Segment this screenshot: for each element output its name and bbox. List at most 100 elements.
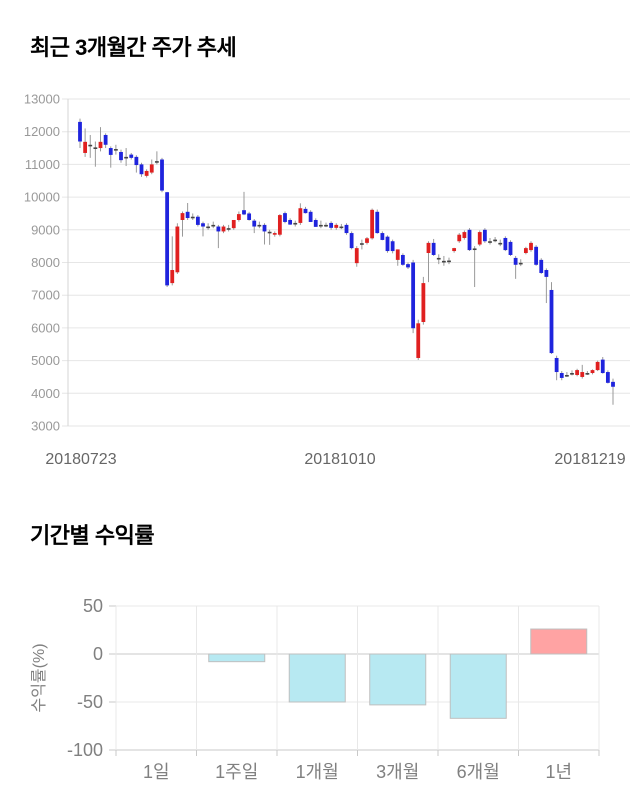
candle-body — [190, 216, 195, 219]
candle-body — [385, 236, 390, 252]
candle-body — [518, 262, 523, 265]
candle-body — [293, 222, 298, 225]
candle-body — [580, 372, 585, 377]
candle-body — [549, 289, 554, 354]
candle-body — [554, 357, 559, 373]
candle-body — [262, 224, 267, 232]
price-x-date-label: 20181219 — [554, 451, 625, 468]
returns-bar — [449, 653, 507, 719]
candle-body — [380, 233, 385, 240]
period-returns-bar-chart: 50 0 -50 -100 수익률(%) 1일 1주일 1개월 3개월 6개월 1년 — [30, 596, 600, 782]
candle-body — [272, 233, 277, 235]
candle-body — [277, 215, 282, 235]
returns-category-label: 1주일 — [215, 762, 258, 782]
price-y-tick-label: 4000 — [31, 386, 60, 401]
candle-body — [211, 224, 216, 227]
candle-body — [170, 270, 175, 284]
candle-body — [498, 242, 503, 245]
candle-body — [298, 208, 303, 223]
candle-body — [231, 219, 236, 229]
candle-body — [339, 226, 344, 229]
candle-body — [318, 224, 323, 227]
candle-body — [416, 323, 421, 358]
candle-body — [431, 242, 436, 255]
candle-body — [488, 241, 492, 243]
candle-body — [467, 229, 472, 251]
price-x-date-label: 20180723 — [45, 451, 116, 468]
candle-body — [575, 370, 580, 375]
candle-body — [482, 229, 487, 242]
candle-body — [359, 243, 364, 245]
candle-body — [160, 159, 164, 191]
candle-body — [354, 248, 359, 264]
candle-body — [406, 264, 410, 268]
candle-body — [493, 239, 498, 242]
price-y-tick-label: 9000 — [31, 222, 60, 237]
candle-body — [411, 262, 416, 329]
candle-body — [426, 242, 431, 254]
price-candlestick-chart: 13000 12000 11000 10000 9000 8000 7000 6000 5000… — [24, 92, 630, 468]
candle-body — [119, 151, 123, 161]
returns-y-tick-label: -100 — [67, 740, 103, 760]
returns-category-label: 6개월 — [457, 762, 500, 782]
price-y-tick-label: 11000 — [25, 157, 60, 172]
price-y-tick-label: 3000 — [31, 419, 60, 434]
candle-body — [523, 248, 528, 254]
returns-y-tick-label: 50 — [83, 596, 103, 616]
returns-y-tick-label: -50 — [77, 692, 103, 712]
candle-body — [149, 164, 154, 173]
candle-body — [236, 214, 241, 220]
candle-body — [441, 260, 446, 263]
candle-body — [113, 149, 118, 151]
candle-body — [400, 254, 405, 265]
candle-body — [472, 248, 477, 251]
candle-body — [590, 370, 595, 374]
candle-body — [508, 241, 513, 255]
candle-body — [83, 141, 88, 153]
candle-body — [600, 359, 605, 374]
candle-body — [365, 238, 369, 243]
candle-body — [324, 224, 328, 227]
returns-bar — [530, 628, 588, 655]
candle-body — [165, 192, 170, 286]
price-y-tick-label: 6000 — [31, 320, 60, 335]
price-y-tick-label: 13000 — [24, 92, 60, 107]
returns-bar — [208, 653, 266, 663]
candle-body — [534, 246, 539, 265]
returns-chart-title: 기간별 수익률 — [30, 523, 155, 548]
candle-body — [78, 121, 82, 142]
candle-body — [436, 257, 441, 260]
candle-body — [283, 213, 287, 222]
candle-body — [267, 231, 272, 234]
candle-body — [195, 216, 200, 225]
candle-body — [329, 222, 334, 228]
candle-body — [206, 226, 211, 229]
candle-body — [349, 233, 354, 249]
price-chart-title: 최근 3개월간 주가 추세 — [30, 35, 237, 60]
candle-body — [98, 141, 103, 149]
candle-body — [108, 148, 113, 155]
candle-body — [605, 372, 610, 383]
returns-y-axis-title: 수익률(%) — [30, 643, 48, 712]
candle-body — [221, 226, 226, 232]
candle-body — [544, 270, 549, 277]
price-y-tick-label: 5000 — [31, 353, 60, 368]
returns-bar — [369, 653, 427, 706]
returns-bar — [288, 653, 346, 703]
candle-body — [452, 248, 457, 252]
candle-body — [564, 374, 569, 377]
candle-body — [308, 211, 313, 222]
candle-body — [180, 213, 185, 220]
candle-body — [477, 232, 482, 245]
candle-body — [103, 134, 108, 145]
candle-body — [216, 226, 221, 232]
candle-body — [93, 147, 98, 149]
candle-body — [303, 208, 308, 214]
candle-body — [395, 249, 400, 260]
returns-category-label: 1일 — [143, 762, 170, 782]
candle-body — [457, 234, 462, 242]
candle-body — [252, 220, 257, 227]
candle-body — [288, 219, 293, 225]
candle-body — [257, 224, 262, 227]
